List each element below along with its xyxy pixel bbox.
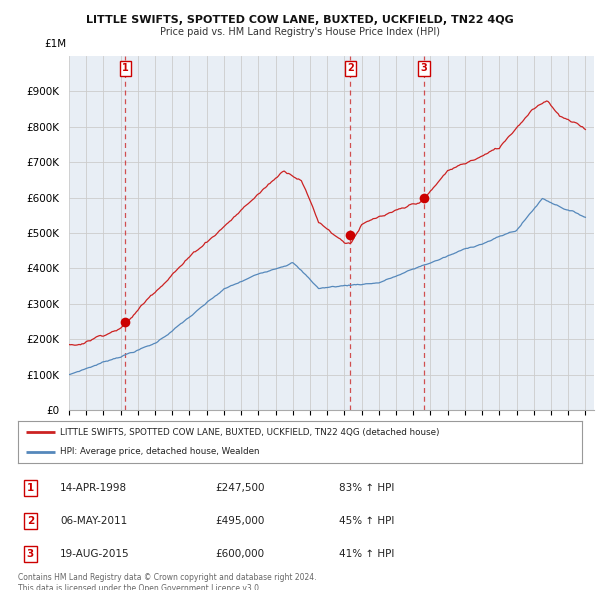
Text: £495,000: £495,000 bbox=[215, 516, 265, 526]
Text: 1: 1 bbox=[122, 64, 129, 73]
Text: 14-APR-1998: 14-APR-1998 bbox=[60, 483, 127, 493]
Text: 45% ↑ HPI: 45% ↑ HPI bbox=[340, 516, 395, 526]
Text: LITTLE SWIFTS, SPOTTED COW LANE, BUXTED, UCKFIELD, TN22 4QG: LITTLE SWIFTS, SPOTTED COW LANE, BUXTED,… bbox=[86, 15, 514, 25]
Text: 1: 1 bbox=[27, 483, 34, 493]
Text: £247,500: £247,500 bbox=[215, 483, 265, 493]
Text: 3: 3 bbox=[421, 64, 427, 73]
Text: 19-AUG-2015: 19-AUG-2015 bbox=[60, 549, 130, 559]
Text: Price paid vs. HM Land Registry's House Price Index (HPI): Price paid vs. HM Land Registry's House … bbox=[160, 27, 440, 37]
Text: HPI: Average price, detached house, Wealden: HPI: Average price, detached house, Weal… bbox=[60, 447, 260, 456]
Text: 83% ↑ HPI: 83% ↑ HPI bbox=[340, 483, 395, 493]
Text: 2: 2 bbox=[347, 64, 354, 73]
Text: 3: 3 bbox=[27, 549, 34, 559]
Text: £600,000: £600,000 bbox=[215, 549, 265, 559]
Text: 2: 2 bbox=[27, 516, 34, 526]
Text: Contains HM Land Registry data © Crown copyright and database right 2024.
This d: Contains HM Land Registry data © Crown c… bbox=[18, 573, 317, 590]
Text: LITTLE SWIFTS, SPOTTED COW LANE, BUXTED, UCKFIELD, TN22 4QG (detached house): LITTLE SWIFTS, SPOTTED COW LANE, BUXTED,… bbox=[60, 428, 440, 437]
Text: 41% ↑ HPI: 41% ↑ HPI bbox=[340, 549, 395, 559]
Text: £1M: £1M bbox=[44, 39, 67, 49]
Text: 06-MAY-2011: 06-MAY-2011 bbox=[60, 516, 128, 526]
